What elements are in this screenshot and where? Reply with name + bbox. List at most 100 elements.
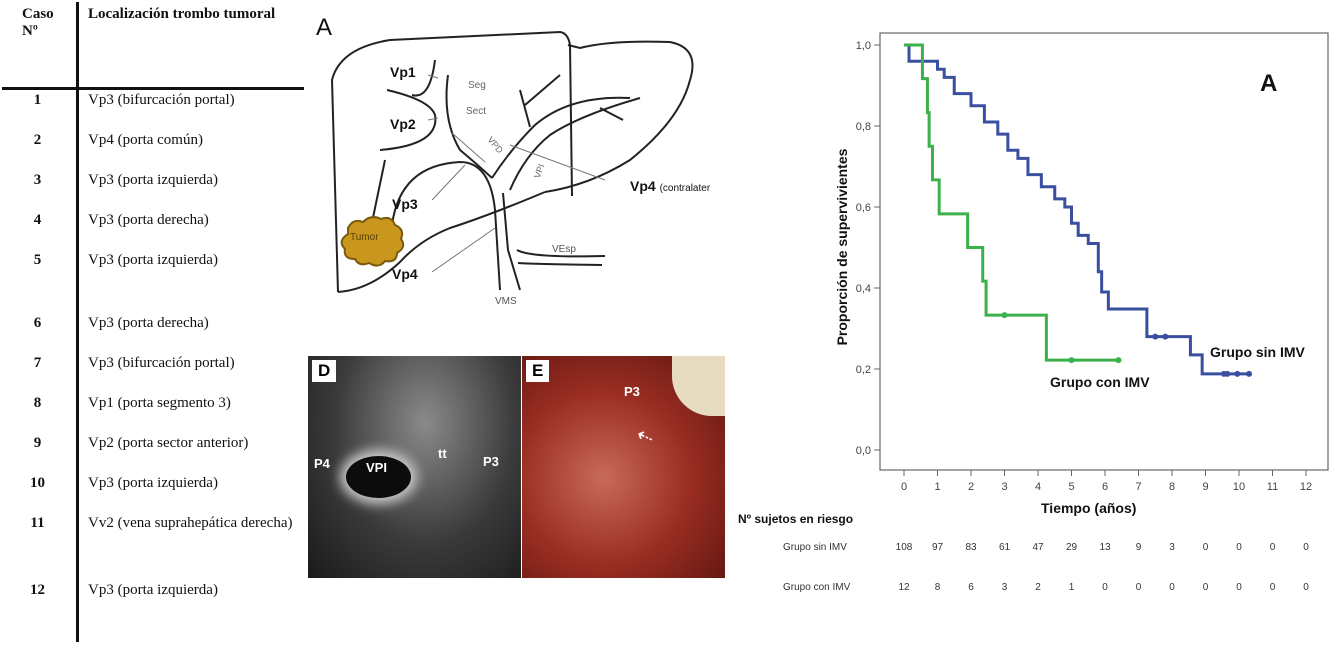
chart-panel-label: A [1260,70,1278,97]
censor-mark [1152,333,1159,340]
censor-mark [1115,357,1122,364]
censor-mark [1246,370,1253,377]
risk-count: 6 [968,582,974,593]
table-vertical-rule [76,2,79,642]
table-header-rule [2,87,304,90]
panel-label: A [316,14,333,41]
case-number: 9 [33,435,42,451]
risk-count: 12 [898,582,910,593]
surgical-photo: E P3 ⇠ [522,356,725,578]
photo-label-p3: P3 [624,384,640,399]
label-sect: Sect [466,106,487,117]
case-number: 7 [33,355,42,371]
ultrasound-image: D P4 VPI tt P3 [308,356,521,578]
risk-count: 13 [1099,542,1111,553]
us-label-p3: P3 [483,454,499,469]
label-vesp: VEsp [552,244,576,255]
thrombus-location: Vp3 (porta izquierda) [88,582,218,598]
risk-count: 0 [1269,542,1276,553]
x-tick-label: 12 [1300,481,1312,493]
risk-count: 83 [965,542,977,553]
panel-label-e: E [526,360,550,382]
risk-count: 47 [1032,542,1044,553]
case-number: 3 [33,172,42,188]
censor-mark [1162,333,1169,340]
x-tick-label: 3 [1001,481,1007,493]
survival-curve-1 [904,43,1119,362]
thrombus-location: Vp3 (bifurcación portal) [88,92,235,108]
y-tick-label: 0,8 [856,121,871,133]
risk-count: 108 [895,542,913,553]
case-number: 4 [33,212,42,228]
risk-count: 1 [1068,582,1075,593]
risk-count: 3 [1001,582,1008,593]
thrombus-location: Vp3 (porta derecha) [88,212,209,228]
thrombus-location: Vp4 (porta común) [88,132,203,148]
panel-label-d: D [312,360,337,382]
thrombus-location: Vp3 (porta izquierda) [88,172,218,188]
thrombus-location: Vp3 (porta derecha) [88,315,209,331]
header-location: Localización trombo tumoral [88,6,276,22]
risk-count: 3 [1169,542,1175,553]
risk-count: 0 [1102,582,1108,593]
risk-count: 0 [1169,582,1175,593]
case-number: 1 [33,92,42,108]
censor-mark [1068,357,1075,364]
x-tick-label: 5 [1068,481,1074,493]
x-tick-label: 0 [901,481,907,493]
censor-mark [1234,370,1241,377]
risk-count: 61 [998,542,1011,553]
thrombus-location: Vp3 (porta izquierda) [88,252,218,268]
x-tick-label: 8 [1169,481,1175,493]
series-label-con-imv: Grupo con IMV [1050,374,1150,390]
label-tumor: Tumor [350,232,379,243]
label-vms: VMS [495,296,517,307]
risk-row-label: Grupo con IMV [783,582,851,593]
y-tick-label: 0,6 [856,202,871,214]
y-tick-label: 1,0 [856,40,871,52]
case-number: 2 [33,132,42,148]
y-tick-label: 0,4 [856,283,871,295]
x-tick-label: 11 [1267,481,1278,493]
label-seg: Seg [468,80,486,91]
y-tick-label: 0,0 [856,445,871,457]
x-tick-label: 9 [1202,481,1208,493]
liver-outline [330,30,694,293]
case-number: 8 [33,395,42,411]
us-label-tt: tt [438,446,447,461]
risk-count: 0 [1135,582,1142,593]
x-tick-label: 6 [1102,481,1108,493]
thrombus-location: Vv2 (vena suprahepática derecha) [88,515,293,531]
case-number: 5 [33,252,42,268]
risk-count: 0 [1303,582,1309,593]
risk-count: 0 [1236,542,1242,553]
risk-count: 97 [931,542,944,553]
risk-count: 0 [1269,582,1276,593]
risk-count: 8 [934,582,941,593]
label-contralateral: (contralater [659,183,711,194]
risk-count: 0 [1236,582,1242,593]
us-label-vpi: VPI [366,460,387,475]
censor-mark [1224,370,1231,377]
x-tick-label: 7 [1135,481,1141,493]
risk-count: 0 [1202,542,1209,553]
label-vp4-contralateral: Vp4 (contralater [630,178,710,194]
y-axis-label: Proporción de supervivientes [834,148,850,346]
x-axis-label: Tiempo (años) [1041,500,1137,516]
thrombus-location: Vp3 (porta izquierda) [88,475,218,491]
case-number: 6 [33,315,42,331]
label-vp3: Vp3 [392,196,418,212]
label-vp4: Vp4 [392,266,418,282]
y-tick-label: 0,2 [856,364,871,376]
risk-count: 9 [1135,542,1142,553]
x-tick-label: 1 [934,481,940,493]
censor-mark [1001,312,1008,319]
risk-count: 2 [1035,582,1041,593]
case-number: 11 [30,515,45,531]
risk-row-label: Grupo sin IMV [783,542,847,553]
us-label-p4: P4 [314,456,330,471]
x-tick-label: 2 [968,481,974,493]
case-number: 12 [30,582,45,598]
risk-count: 29 [1065,542,1078,553]
